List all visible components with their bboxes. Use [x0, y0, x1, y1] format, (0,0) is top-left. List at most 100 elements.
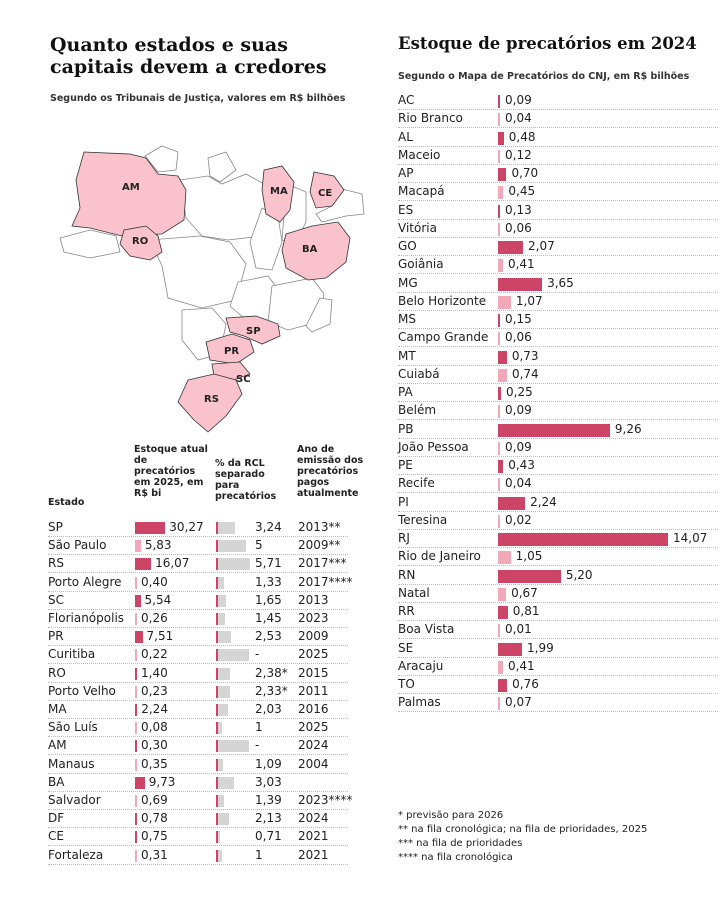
bar-row: Boa Vista 0,01: [398, 621, 718, 639]
bar: [498, 460, 504, 473]
rcl-value: 1: [255, 848, 263, 862]
bar-label: MT: [398, 349, 416, 363]
row-label: Manaus: [48, 757, 95, 771]
rcl-value: 1,33: [255, 575, 282, 589]
year-value: 2017***: [298, 556, 347, 570]
map-state-ap: [207, 151, 237, 183]
map-state-ma: [261, 165, 295, 223]
map-label-pr: PR: [224, 346, 239, 357]
bar-label: Belém: [398, 403, 437, 417]
rcl-value: 1,45: [255, 611, 282, 625]
year-value: 2025: [298, 647, 329, 661]
footnote: *** na fila de prioridades: [398, 838, 523, 849]
bar: [498, 643, 523, 656]
bar: [498, 314, 500, 327]
map-state-mt: [149, 235, 247, 309]
bar-value: 1,99: [527, 641, 554, 655]
row-separator: [398, 693, 718, 694]
bar-value: 0,07: [505, 695, 532, 709]
stock-value: 0,40: [141, 575, 168, 589]
stock-bar: [135, 686, 137, 698]
rcl-value: 5: [255, 538, 263, 552]
map-state-es-rj: [305, 297, 333, 333]
row-separator: [48, 791, 348, 792]
bar-row: Vitória 0,06: [398, 220, 718, 238]
stock-bar: [135, 831, 137, 843]
bar-value: 0,09: [505, 403, 532, 417]
bar-value: 9,26: [614, 422, 642, 436]
footnotes: * previsão para 2026 ** na fila cronológ…: [398, 809, 647, 865]
bar-label: PE: [398, 458, 413, 472]
footnote: * previsão para 2026: [398, 810, 504, 821]
bar-row: AL 0,48: [398, 129, 718, 147]
bar-row: Belo Horizonte 1,07: [398, 293, 718, 311]
stock-value: 0,31: [141, 848, 168, 862]
bar-row: Recife 0,04: [398, 475, 718, 493]
year-value: 2025: [298, 720, 329, 734]
bar-value: 0,06: [505, 221, 532, 235]
bar-label: AP: [398, 166, 414, 180]
bar-row: ES 0,13: [398, 202, 718, 220]
map-state-ro: [119, 225, 163, 261]
bar-value: 14,07: [673, 531, 708, 545]
bar-row: PI 2,24: [398, 494, 718, 512]
brazil-map: AM MA CE RO BA SP PR SC RS: [59, 145, 365, 433]
rcl-value: 3,03: [255, 775, 282, 789]
rcl-value: 1,09: [255, 757, 282, 771]
stock-bar: [135, 704, 138, 716]
year-value: 2017****: [298, 575, 353, 589]
bar-row: Teresina 0,02: [398, 512, 718, 530]
bar: [498, 515, 500, 528]
bar-value: 0,09: [505, 93, 532, 107]
bar-row: PA 0,25: [398, 384, 718, 402]
stock-value: 0,23: [141, 684, 168, 698]
table-row: SC 5,54 1,65 2013: [48, 592, 368, 610]
table-row: Curitiba 0,22 - 2025: [48, 646, 368, 664]
map-state-pr: [205, 333, 255, 365]
table-row: RO 1,40 2,38* 2015: [48, 665, 368, 683]
bar: [498, 150, 500, 163]
rcl-value: 1,39: [255, 793, 282, 807]
bar-row: Natal 0,67: [398, 585, 718, 603]
rcl-bar-marker: [216, 631, 218, 643]
stock-value: 0,78: [141, 811, 168, 825]
year-value: 2024: [298, 811, 329, 825]
row-separator: [48, 718, 348, 719]
row-label: Florianópolis: [48, 611, 125, 625]
row-separator: [48, 536, 348, 537]
row-separator: [398, 383, 718, 384]
row-separator: [48, 609, 348, 610]
bar-value: 0,45: [508, 184, 536, 198]
row-separator: [398, 456, 718, 457]
bar-row: Maceio 0,12: [398, 147, 718, 165]
row-separator: [398, 711, 718, 712]
bar-value: 0,13: [505, 203, 532, 217]
row-separator: [398, 292, 718, 293]
bar-row: RR 0,81: [398, 603, 718, 621]
bar: [498, 186, 504, 199]
bar: [498, 606, 508, 619]
bar-label: PI: [398, 495, 409, 509]
rcl-bar-marker: [216, 668, 218, 680]
rcl-bar: [216, 668, 231, 680]
bar-label: João Pessoa: [398, 440, 469, 454]
row-separator: [398, 127, 718, 128]
stock-value: 0,69: [141, 793, 168, 807]
bar: [498, 223, 500, 236]
row-separator: [398, 310, 718, 311]
bar-row: Rio de Janeiro 1,05: [398, 548, 718, 566]
bar: [498, 369, 507, 382]
row-separator: [48, 754, 348, 755]
bar-value: 0,43: [508, 458, 535, 472]
rcl-bar: [216, 813, 229, 825]
bar-label: RJ: [398, 531, 410, 545]
map-label-sc: SC: [236, 374, 251, 385]
row-separator: [48, 645, 348, 646]
bar: [498, 296, 511, 309]
rcl-bar-marker: [216, 722, 218, 734]
year-value: 2015: [298, 666, 329, 680]
year-value: 2009**: [298, 538, 341, 552]
row-label: AM: [48, 738, 67, 752]
bar-label: Macapá: [398, 184, 445, 198]
rcl-bar: [216, 649, 249, 661]
